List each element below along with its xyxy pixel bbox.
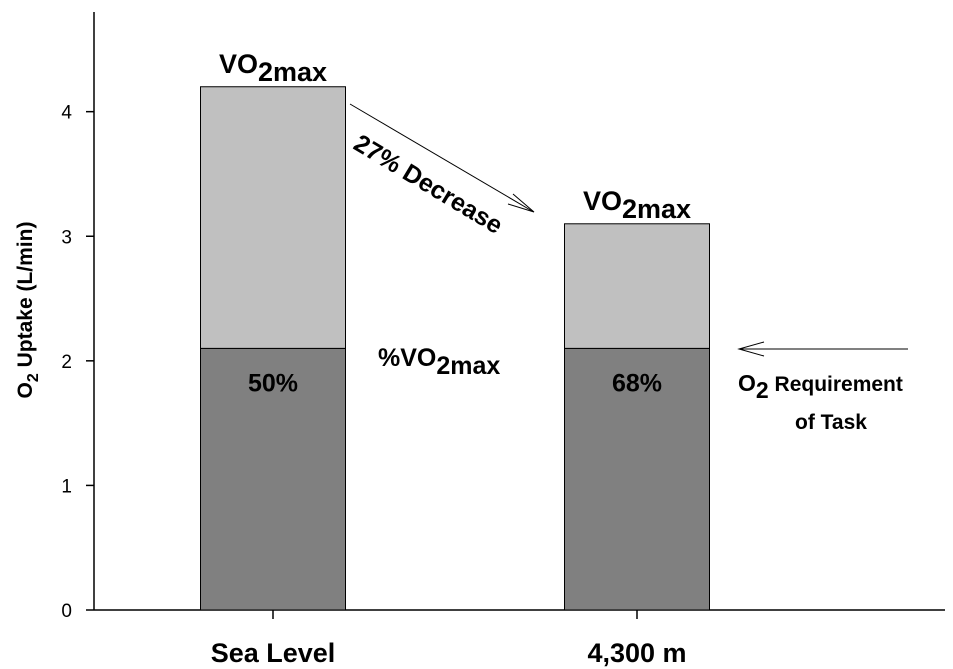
y-tick-label: 2 <box>61 352 72 373</box>
x-ticks <box>272 610 638 619</box>
y-tick-label: 4 <box>61 103 72 124</box>
y-tick-label: 1 <box>61 476 72 497</box>
requirement-annotation-line2: of Task <box>795 411 867 434</box>
decrease-annotation: 27% Decrease <box>349 129 508 240</box>
y-tick-label: 3 <box>61 227 72 248</box>
bar-segment-reserve <box>564 223 710 349</box>
y-tick-label: 0 <box>61 601 72 622</box>
bar-segment-requirement <box>564 347 710 611</box>
pct-vo2max-annotation: %VO2max <box>378 344 500 380</box>
bar-top-label: VO2max <box>219 49 327 87</box>
bar-data-label: 50% <box>248 369 298 397</box>
y-axis-label: O2 Uptake (L/min) <box>14 222 42 399</box>
category-label: Sea Level <box>211 638 336 668</box>
bar-data-label: 68% <box>612 369 662 397</box>
requirement-annotation: O2 Requirement <box>738 370 903 403</box>
bar-segment-reserve <box>200 86 346 349</box>
decrease-arrow <box>349 103 533 212</box>
y-ticks: 0 1 2 3 4 <box>61 103 94 622</box>
bars <box>200 86 710 611</box>
requirement-arrowhead <box>737 341 765 357</box>
decrease-arrowhead <box>507 193 535 213</box>
category-label: 4,300 m <box>587 638 686 668</box>
bar-top-label: VO2max <box>583 186 691 224</box>
